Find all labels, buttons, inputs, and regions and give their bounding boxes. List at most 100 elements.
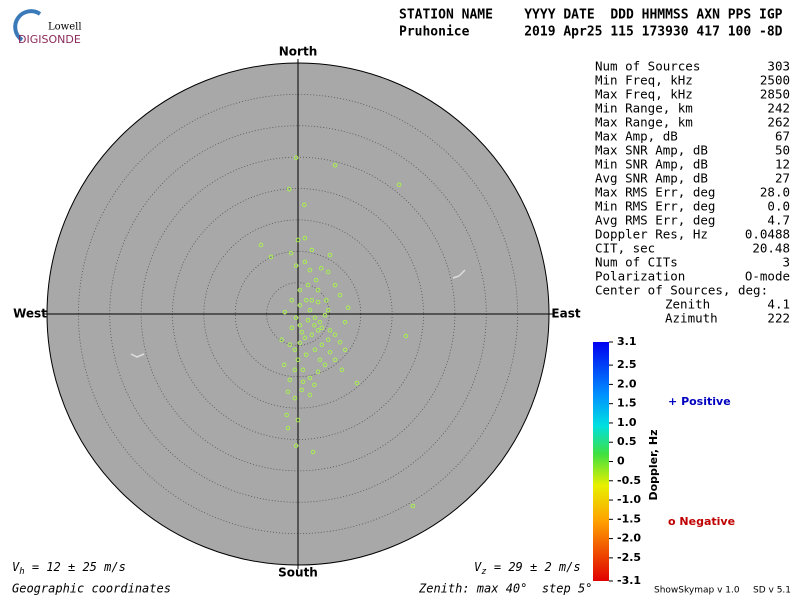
skymap-plot: North South West East — [13, 45, 581, 580]
source-point — [297, 287, 303, 293]
source-point — [302, 259, 308, 265]
symbol: V — [12, 560, 20, 574]
source-point — [303, 352, 309, 358]
source-point — [325, 269, 331, 275]
stat-label: Max Amp, dB — [595, 129, 678, 144]
logo-bottom: DIGISONDE — [18, 33, 81, 46]
negative-legend: o Negative — [668, 515, 735, 528]
stat-value: 4.7 — [767, 213, 790, 228]
source-point — [312, 322, 317, 328]
source-point — [302, 235, 308, 241]
source-point — [309, 332, 315, 338]
stat-label: Max Freq, kHz — [595, 87, 693, 102]
stat-value: 222 — [767, 311, 790, 326]
source-point — [307, 307, 313, 313]
stat-label: Zenith — [665, 297, 710, 312]
vz: Vz = 29 ± 2 m/s — [474, 560, 581, 577]
source-point — [315, 287, 321, 293]
stat-label: Min RMS Err, deg — [595, 199, 715, 214]
source-point — [285, 425, 291, 431]
source-point — [301, 202, 307, 208]
source-point — [282, 309, 288, 315]
source-point — [292, 367, 298, 373]
source-point — [327, 328, 333, 333]
source-point — [305, 317, 311, 323]
vh: Vh = 12 ± 25 m/s — [12, 560, 126, 577]
source-point — [288, 250, 294, 256]
colorbar-tick-label: 2.0 — [617, 377, 637, 390]
source-point — [289, 325, 295, 331]
source-point — [305, 282, 311, 288]
colorbar-tick-label: -2.5 — [617, 551, 641, 564]
source-point — [337, 292, 343, 298]
source-point — [317, 357, 323, 363]
stat-value: 0.0488 — [745, 227, 790, 242]
text: = 12 ± 25 m/s — [25, 560, 126, 574]
source-point — [295, 237, 301, 243]
colorbar-tick-label: 1.5 — [617, 397, 637, 410]
stat-value: 3 — [782, 255, 790, 270]
stat-label: Num of CITs — [595, 255, 678, 270]
source-point — [281, 362, 287, 368]
stat-value: 2850 — [760, 87, 790, 102]
stat-value: 12 — [775, 157, 790, 172]
stat-label: Max Range, km — [595, 115, 693, 130]
source-point — [312, 382, 317, 388]
stat-label: Min SNR Amp, dB — [595, 157, 708, 172]
stat-label: Num of Sources — [595, 59, 700, 74]
zenith-note: Zenith: max 40° step 5° — [418, 582, 592, 596]
source-point — [319, 342, 325, 348]
colorbar-tick-label: -0.5 — [617, 474, 641, 487]
stat-value: 4.1 — [767, 297, 790, 312]
source-point — [410, 503, 416, 509]
stat-label: Doppler Res, Hz — [595, 227, 708, 242]
source-point — [299, 387, 305, 393]
symbol: V — [474, 560, 482, 574]
stat-label: Min Freq, kHz — [595, 73, 693, 88]
source-point — [292, 395, 298, 401]
compass-label: North — [279, 45, 317, 59]
colorbar-tick-label: -1.0 — [617, 493, 641, 506]
source-point — [313, 277, 319, 283]
stat-value: 262 — [767, 115, 790, 130]
source-point — [297, 302, 303, 308]
wind-mark — [130, 353, 145, 358]
colorbar-tick-label: 0.5 — [617, 435, 637, 448]
source-point — [325, 307, 331, 313]
source-point — [325, 337, 331, 343]
stat-label: Avg SNR Amp, dB — [595, 171, 708, 186]
compass-label: South — [278, 566, 318, 580]
source-point — [307, 392, 313, 398]
source-point — [289, 297, 295, 303]
source-point — [312, 347, 318, 353]
source-point — [303, 297, 309, 303]
source-point — [327, 252, 333, 258]
source-point — [293, 263, 299, 268]
source-point — [309, 247, 315, 253]
source-point — [315, 299, 321, 305]
source-point — [297, 322, 303, 328]
source-point — [293, 155, 299, 161]
stat-value: O-mode — [745, 269, 790, 284]
colorbar-tick-label: -2.0 — [617, 532, 641, 545]
source-point — [323, 297, 329, 303]
source-point — [318, 265, 324, 271]
stat-value: 50 — [775, 143, 790, 158]
source-point — [309, 297, 315, 303]
colorbar-tick-label: 1.0 — [617, 416, 637, 429]
colorbar-tick-label: -3.1 — [617, 574, 641, 587]
source-point — [396, 182, 402, 188]
colorbar — [593, 342, 609, 581]
source-point — [322, 312, 328, 318]
stat-value: 0.0 — [767, 199, 790, 214]
logo-top: Lowell — [48, 22, 82, 33]
wind-mark — [452, 269, 466, 279]
sub: z — [481, 567, 486, 577]
stat-value: 20.48 — [752, 241, 790, 256]
source-point — [299, 329, 305, 335]
label: Negative — [679, 515, 735, 528]
positive-legend: + Positive — [668, 395, 731, 408]
text: = 29 ± 2 m/s — [487, 560, 581, 574]
source-point — [354, 380, 360, 386]
